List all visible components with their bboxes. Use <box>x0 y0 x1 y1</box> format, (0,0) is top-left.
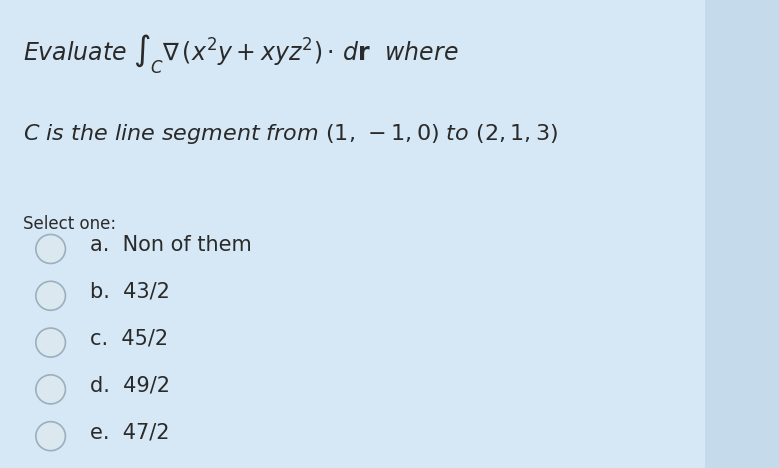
Text: c.  45/2: c. 45/2 <box>90 329 167 349</box>
Ellipse shape <box>36 328 65 357</box>
Text: Evaluate $\int_C \nabla\,(x^2y + xyz^2)\cdot\, d\mathbf{r}$  where: Evaluate $\int_C \nabla\,(x^2y + xyz^2)\… <box>23 33 459 76</box>
Text: d.  49/2: d. 49/2 <box>90 375 170 395</box>
Ellipse shape <box>36 281 65 310</box>
Ellipse shape <box>36 375 65 404</box>
Ellipse shape <box>36 234 65 263</box>
Text: Select one:: Select one: <box>23 215 117 233</box>
Text: e.  47/2: e. 47/2 <box>90 422 169 442</box>
Text: $C$ is the line segment from $(1,\,-1,0)$ to $(2,1,3)$: $C$ is the line segment from $(1,\,-1,0)… <box>23 122 559 146</box>
Text: a.  Non of them: a. Non of them <box>90 235 252 255</box>
Text: b.  43/2: b. 43/2 <box>90 282 170 302</box>
Ellipse shape <box>36 422 65 451</box>
FancyBboxPatch shape <box>705 0 779 468</box>
